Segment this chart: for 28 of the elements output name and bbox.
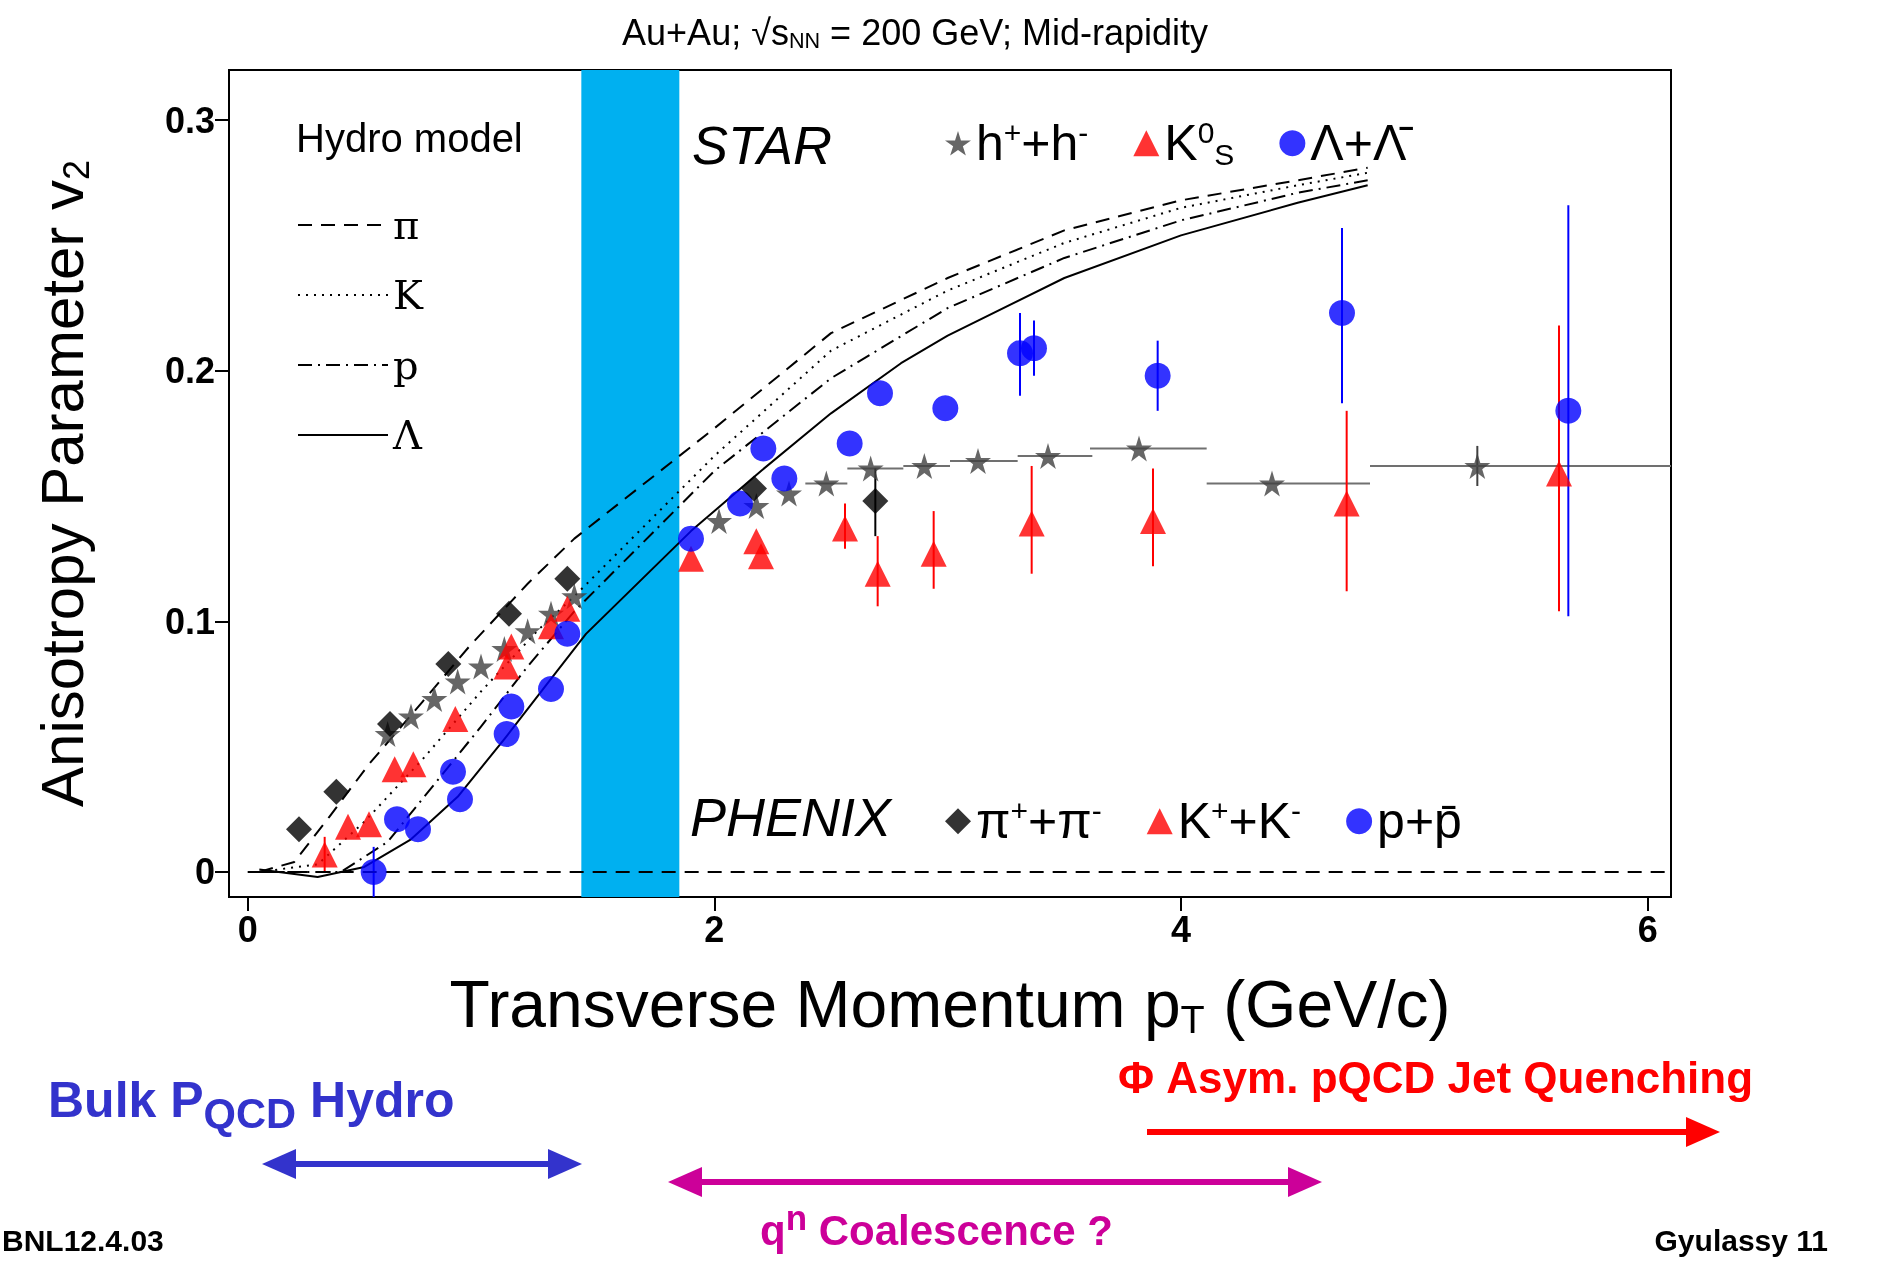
x-tick-label: 2 bbox=[704, 908, 725, 950]
legend-label: p bbox=[393, 342, 419, 388]
x-tick-label: 6 bbox=[1637, 908, 1658, 950]
text: Gyulassy 11 bbox=[1654, 1224, 1828, 1257]
legend-label: K++K- bbox=[1177, 793, 1302, 850]
chart-title: Au+Au; √sNN = 200 GeV; Mid-rapidity bbox=[622, 11, 1208, 53]
text: Φ Asym. pQCD Jet Quenching bbox=[1118, 1053, 1754, 1102]
y-tick-label: 0.2 bbox=[164, 350, 215, 392]
legend-label: p+p̄ bbox=[1377, 793, 1462, 850]
y-tick-label: 0 bbox=[194, 851, 215, 893]
text: q$^{n}$ Coalescence ? bbox=[760, 1198, 1113, 1254]
text: BNL12.4.03 bbox=[2, 1224, 164, 1257]
legend-label: π++π- bbox=[976, 793, 1102, 850]
legend-title: Hydro model bbox=[296, 116, 523, 160]
legend-label: K bbox=[393, 272, 424, 318]
y-tick-label: 0.3 bbox=[164, 99, 215, 141]
annotation: STAR bbox=[692, 115, 833, 175]
legend-label: Λ+Λ̄ bbox=[1310, 115, 1414, 172]
legend-label: Λ bbox=[392, 412, 423, 458]
y-tick-label: 0.1 bbox=[164, 600, 215, 642]
x-tick-label: 4 bbox=[1170, 908, 1192, 950]
annotation: PHENIX bbox=[690, 787, 892, 847]
x-tick-label: 0 bbox=[237, 908, 258, 950]
x-axis-title: Transverse Momentum pT (GeV/c) bbox=[449, 966, 1451, 1041]
legend-label: π bbox=[393, 202, 420, 248]
y-axis-title: Anisotropy Parameter v2 bbox=[29, 160, 97, 807]
text: Bulk P$_{QCD}$ Hydro bbox=[48, 1072, 455, 1137]
legend-label: h++h- bbox=[976, 115, 1089, 172]
